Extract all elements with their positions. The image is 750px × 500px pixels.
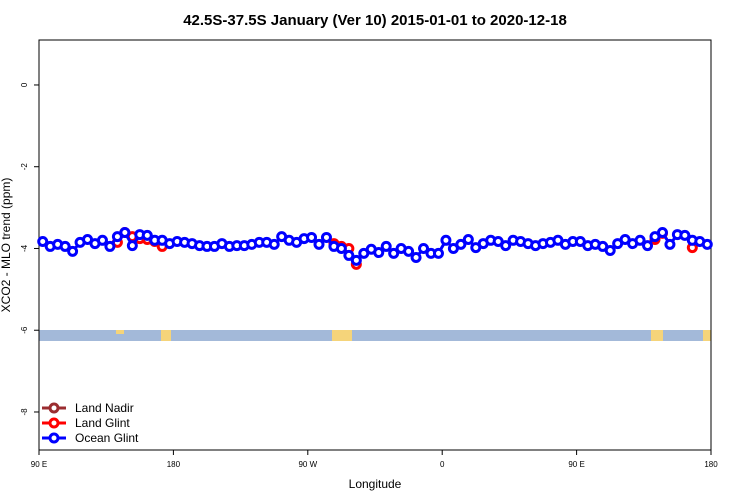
data-point	[462, 233, 474, 245]
y-tick-label: -6	[20, 326, 29, 334]
data-point	[96, 234, 108, 246]
x-tick-label: 90 E	[31, 460, 47, 469]
ocean-band	[39, 330, 711, 341]
land-patch	[703, 330, 711, 341]
data-point	[642, 240, 654, 252]
legend-marker	[48, 417, 60, 429]
legend-marker	[48, 402, 60, 414]
data-point	[67, 245, 79, 257]
data-point	[656, 227, 668, 239]
land-patch	[161, 330, 171, 341]
data-point	[500, 240, 512, 252]
y-tick-label: 0	[20, 82, 29, 87]
data-point	[313, 238, 325, 250]
y-tick-label: -2	[20, 163, 29, 171]
data-point	[701, 238, 713, 250]
data-point	[335, 242, 347, 254]
data-point	[320, 231, 332, 243]
surface-mask	[39, 330, 711, 341]
x-tick-label: 90 E	[568, 460, 584, 469]
legend-label: Ocean Glint	[75, 431, 139, 445]
legend-marker	[48, 432, 60, 444]
legend-label: Land Nadir	[75, 401, 134, 415]
data-point	[403, 245, 415, 257]
data-point	[380, 240, 392, 252]
plot-frame	[38, 39, 712, 451]
y-tick-label: -4	[20, 244, 29, 252]
land-patch	[332, 330, 352, 341]
data-point	[440, 234, 452, 246]
data-point	[455, 238, 467, 250]
chart-title: 42.5S-37.5S January (Ver 10) 2015-01-01 …	[183, 12, 567, 29]
data-point	[373, 247, 385, 259]
y-tick-label: -8	[20, 408, 29, 416]
data-point	[679, 229, 691, 241]
data-point	[664, 238, 676, 250]
data-point	[119, 227, 131, 239]
data-point	[410, 251, 422, 263]
y-axis-label: XCO2 - MLO trend (ppm)	[0, 178, 13, 313]
x-tick-label: 180	[167, 460, 181, 469]
data-point	[343, 249, 355, 261]
data-point	[418, 242, 430, 254]
x-tick-label: 180	[704, 460, 718, 469]
data-point	[268, 238, 280, 250]
land-patch	[651, 330, 663, 341]
data-point	[59, 240, 71, 252]
data-point	[350, 254, 362, 266]
data-point	[306, 231, 318, 243]
data-point	[37, 236, 49, 248]
data-point	[126, 240, 138, 252]
x-tick-label: 0	[440, 460, 445, 469]
legend-label: Land Glint	[75, 416, 130, 430]
x-tick-label: 90 W	[298, 460, 317, 469]
land-patch	[116, 330, 124, 334]
data-point	[388, 247, 400, 259]
data-point	[634, 234, 646, 246]
data-point	[604, 245, 616, 257]
series	[37, 227, 713, 266]
data-point	[432, 247, 444, 259]
data-point	[141, 229, 153, 241]
x-axis-label: Longitude	[349, 477, 402, 491]
data-point	[104, 240, 116, 252]
